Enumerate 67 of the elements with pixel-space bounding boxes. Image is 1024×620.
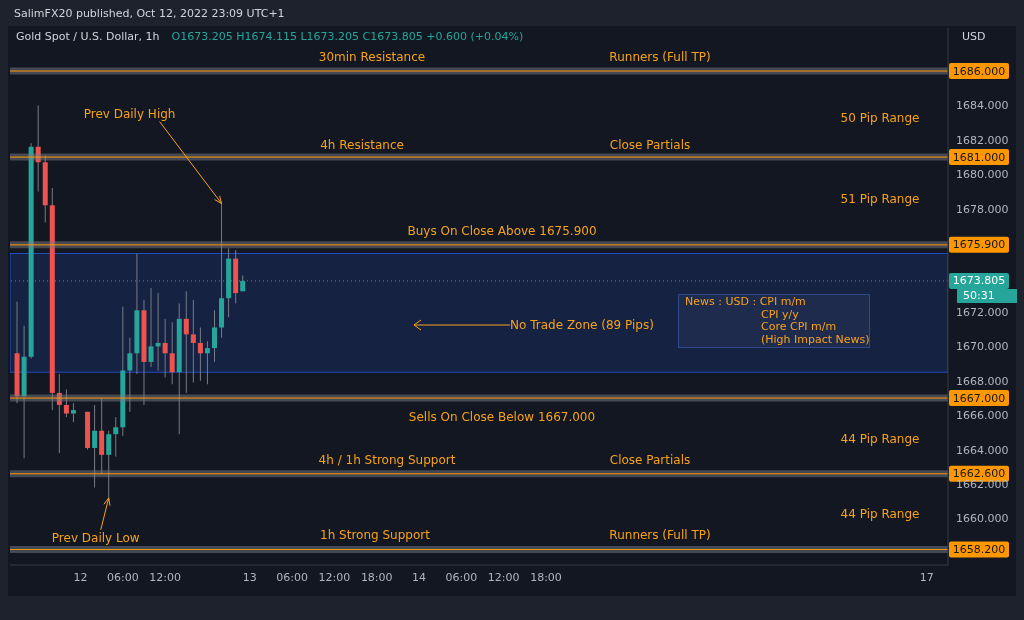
y-tick-label: 1682.000: [956, 133, 1009, 147]
candlestick: [148, 287, 154, 368]
annotation: 4h / 1h Strong Support: [318, 453, 456, 467]
annotation: Close Partials: [609, 453, 691, 467]
y-tick-label: 1670.000: [956, 340, 1009, 354]
annotation: 44 Pip Range: [840, 507, 920, 521]
ref-line-label: 1675.900: [952, 238, 1006, 252]
candlestick: [162, 318, 168, 378]
annotation: No Trade Zone (89 Pips): [510, 318, 654, 332]
candlestick: [63, 388, 69, 418]
y-tick-label: 1672.000: [956, 305, 1009, 319]
y-tick-label: 1680.000: [956, 168, 1009, 182]
x-tick-label: 14: [412, 570, 427, 584]
annotation: Runners (Full TP): [609, 528, 711, 542]
y-tick-label: 1664.000: [956, 443, 1009, 457]
annotation: Buys On Close Above 1675.900: [407, 224, 597, 238]
annotation: Prev Daily Low: [51, 530, 140, 545]
candlestick: [197, 326, 203, 382]
candlestick: [204, 340, 210, 385]
ref-line-label: 1673.805: [952, 274, 1006, 288]
candlestick: [212, 309, 217, 363]
candlestick: [169, 321, 175, 385]
text-box: News : USD : CPI m/m CPI y/y Core CPI m/m (High Impact News): [679, 295, 869, 347]
annotation: 4h Resistance: [320, 138, 404, 152]
annotation: Sells On Close Below 1667.000: [408, 410, 596, 424]
x-tick-label: 17: [919, 570, 934, 584]
annotation: 1h Strong Support: [320, 528, 430, 542]
x-tick-label: 06:00: [106, 570, 139, 584]
x-tick-label: 12:00: [318, 570, 351, 584]
candlestick: [106, 430, 112, 499]
x-tick-label: 06:00: [276, 570, 308, 584]
chart-title: Gold Spot / U.S. Dollar, 1h: [16, 30, 160, 43]
y-axis-title: USD: [962, 30, 986, 43]
annotation: Prev Daily High: [83, 106, 176, 121]
x-tick-label: 12: [73, 570, 88, 584]
annotation: 44 Pip Range: [840, 432, 920, 446]
ref-line-label: 1681.000: [952, 150, 1006, 164]
y-tick-label: 1668.000: [956, 374, 1009, 388]
annotation: 30min Resistance: [318, 50, 426, 64]
text: SalimFX20 published, Oct 12, 2022 23:09 UTC+1: [14, 7, 285, 20]
annotation: 51 Pip Range: [840, 192, 920, 206]
text: 50:31: [957, 288, 1017, 303]
candlestick: [92, 404, 98, 489]
candlestick: [70, 402, 76, 423]
y-tick-label: 1660.000: [956, 512, 1009, 526]
ref-line-label: 1667.000: [952, 391, 1006, 405]
ref-line-label: 1686.000: [952, 64, 1006, 78]
x-tick-label: 06:00: [445, 570, 478, 584]
y-tick-label: 1678.000: [956, 202, 1009, 216]
chart-subtitle: O1673.205 H1674.115 L1673.205 C1673.805 +0.600 (+0.04%): [171, 30, 524, 43]
x-tick-label: 18:00: [360, 570, 393, 584]
y-tick-label: 1684.000: [956, 99, 1009, 113]
ref-line-label: 1662.600: [952, 467, 1006, 481]
candlestick: [113, 416, 119, 458]
candlestick: [183, 290, 189, 394]
x-tick-label: 12:00: [149, 570, 182, 584]
annotation: Runners (Full TP): [609, 50, 711, 64]
x-tick-label: 12:00: [487, 570, 520, 584]
annotation: Close Partials: [609, 138, 691, 152]
y-tick-label: 1662.000: [956, 478, 1009, 492]
x-tick-label: 13: [242, 570, 257, 584]
annotation: 50 Pip Range: [840, 111, 920, 125]
x-tick-label: 18:00: [530, 570, 562, 584]
ref-line-label: 1658.200: [952, 543, 1006, 557]
candlestick: [127, 337, 133, 413]
candlestick: [190, 299, 196, 384]
y-tick-label: 1666.000: [956, 409, 1009, 423]
